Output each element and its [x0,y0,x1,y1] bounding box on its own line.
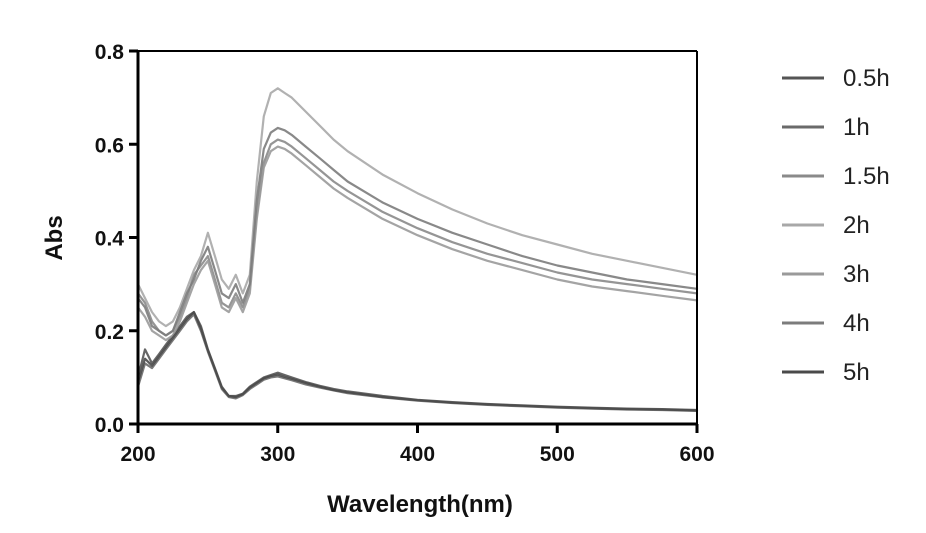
legend-label: 1.5h [843,163,890,190]
x-tick-label: 300 [260,443,295,466]
x-tick-label: 200 [120,443,155,466]
x-tick-label: 500 [540,443,575,466]
legend-item-1h: 1h [782,114,870,141]
series-line-3h [136,145,699,342]
series-layer [136,87,699,412]
x-tick-label: 600 [679,443,714,466]
legend-label: 3h [843,261,870,288]
y-tick-label: 0.4 [95,228,125,251]
y-tick-label: 0.0 [95,414,124,437]
series-line-0.5h [136,311,699,412]
axes-layer [136,50,698,426]
x-tick-label: 400 [400,443,435,466]
legend: 0.5h 1h 1.5h 2h 3h 4h 5h [782,65,890,386]
series-line-1.5h [136,138,699,337]
legend-item-0.5h: 0.5h [782,65,890,92]
legend-label: 5h [843,359,870,386]
legend-item-2h: 2h [782,212,870,239]
y-tick-label: 0.2 [95,321,124,344]
y-tick-label: 0.8 [95,41,125,64]
series-line-1h [136,313,699,412]
legend-item-3h: 3h [782,261,870,288]
ticks-layer: 200 300 400 500 600 0.0 0.2 0.4 0.6 0.8 [95,41,715,466]
legend-item-5h: 5h [782,359,870,386]
legend-label: 2h [843,212,870,239]
series-line-2h [136,87,699,328]
legend-item-4h: 4h [782,310,870,337]
x-axis-title: Wavelength(nm) [327,491,513,518]
series-line-4h [136,126,699,337]
y-axis-title: Abs [41,215,68,260]
series-line-5h [136,311,699,412]
legend-item-1.5h: 1.5h [782,163,890,190]
legend-label: 1h [843,114,870,141]
legend-label: 0.5h [843,65,890,92]
y-tick-label: 0.6 [95,134,124,157]
legend-label: 4h [843,310,870,337]
